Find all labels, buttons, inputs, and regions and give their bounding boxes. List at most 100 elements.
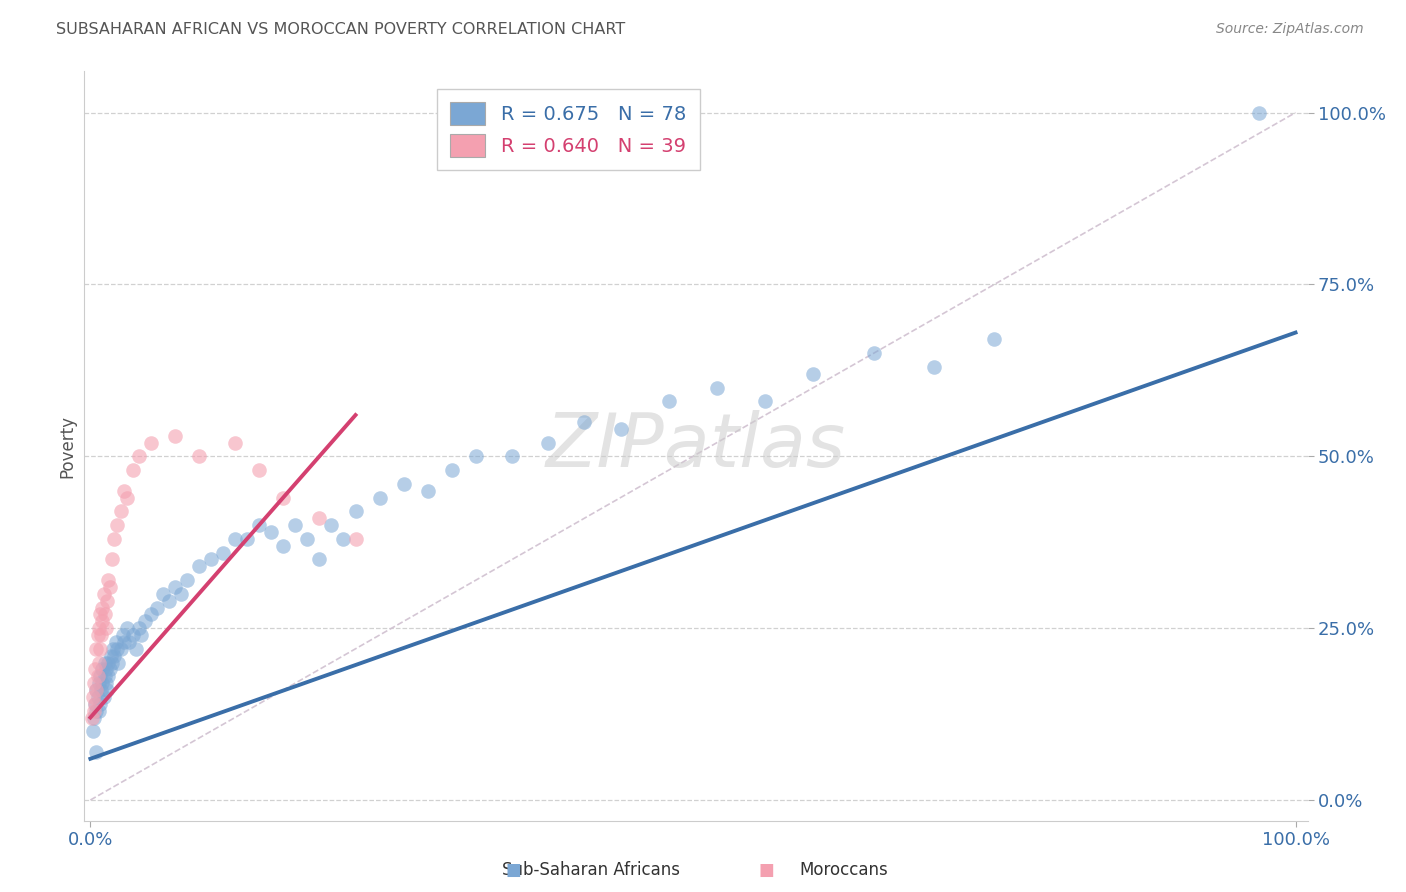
Point: [103, 648, 125, 663]
Point: [94, 656, 117, 670]
Point: [86, 683, 108, 698]
Point: [98, 662, 121, 676]
Point: [101, 656, 124, 670]
Point: [87, 704, 110, 718]
Point: [105, 518, 128, 533]
Point: [321, 518, 343, 533]
Point: [118, 635, 141, 649]
Point: [100, 648, 122, 663]
Point: [89, 669, 111, 683]
Point: [308, 511, 330, 525]
Point: [83, 710, 105, 724]
Point: [87, 656, 110, 670]
Point: [84, 697, 107, 711]
Point: [110, 504, 132, 518]
Point: [97, 669, 120, 683]
Point: [94, 607, 117, 622]
Point: [86, 628, 108, 642]
Point: [247, 463, 270, 477]
Point: [271, 539, 294, 553]
Point: [96, 683, 118, 698]
Point: [87, 676, 110, 690]
Point: [247, 518, 270, 533]
Point: [90, 628, 112, 642]
Point: [110, 641, 132, 656]
Point: [706, 380, 728, 394]
Text: ■: ■: [505, 861, 522, 879]
Point: [91, 600, 114, 615]
Point: [112, 635, 135, 649]
Point: [574, 415, 596, 429]
Point: [145, 600, 167, 615]
Y-axis label: Poverty: Poverty: [58, 415, 76, 477]
Point: [89, 697, 111, 711]
Point: [134, 615, 156, 629]
Point: [392, 476, 415, 491]
Point: [163, 428, 186, 442]
Text: ■: ■: [758, 861, 775, 879]
Point: [260, 524, 283, 539]
Point: [91, 676, 114, 690]
Point: [83, 676, 105, 690]
Text: SUBSAHARAN AFRICAN VS MOROCCAN POVERTY CORRELATION CHART: SUBSAHARAN AFRICAN VS MOROCCAN POVERTY C…: [56, 22, 626, 37]
Point: [86, 683, 108, 698]
Point: [90, 683, 112, 698]
Point: [501, 450, 523, 464]
Point: [163, 580, 186, 594]
Point: [440, 463, 463, 477]
Point: [105, 641, 128, 656]
Point: [86, 641, 108, 656]
Text: ZIPatlas: ZIPatlas: [546, 410, 846, 482]
Text: Sub-Saharan Africans: Sub-Saharan Africans: [502, 861, 679, 879]
Text: Source: ZipAtlas.com: Source: ZipAtlas.com: [1216, 22, 1364, 37]
Point: [128, 621, 150, 635]
Point: [187, 450, 209, 464]
Point: [236, 532, 259, 546]
Point: [82, 690, 104, 704]
Point: [94, 676, 117, 690]
Point: [157, 593, 180, 607]
Point: [89, 641, 111, 656]
Point: [80, 710, 103, 724]
Point: [344, 504, 367, 518]
Point: [465, 450, 488, 464]
Point: [83, 704, 105, 718]
Point: [86, 745, 108, 759]
Point: [200, 552, 222, 566]
Point: [922, 359, 945, 374]
Point: [97, 656, 120, 670]
Point: [121, 463, 143, 477]
Point: [271, 491, 294, 505]
Point: [212, 545, 235, 559]
Point: [862, 346, 884, 360]
Point: [224, 435, 246, 450]
Point: [537, 435, 560, 450]
Point: [115, 491, 138, 505]
Point: [658, 394, 681, 409]
Point: [139, 435, 162, 450]
Point: [187, 559, 209, 574]
Point: [86, 690, 108, 704]
Point: [84, 662, 107, 676]
Text: Moroccans: Moroccans: [799, 861, 889, 879]
Point: [983, 333, 1005, 347]
Point: [344, 532, 367, 546]
Point: [139, 607, 162, 622]
Point: [96, 593, 118, 607]
Point: [91, 615, 114, 629]
Point: [112, 483, 135, 498]
Point: [97, 573, 120, 587]
Point: [103, 641, 125, 656]
Legend: R = 0.675   N = 78, R = 0.640   N = 39: R = 0.675 N = 78, R = 0.640 N = 39: [437, 88, 700, 170]
Point: [104, 635, 127, 649]
Point: [84, 697, 107, 711]
Point: [121, 628, 143, 642]
Point: [93, 587, 115, 601]
Point: [152, 587, 174, 601]
Point: [332, 532, 354, 546]
Point: [98, 580, 121, 594]
Point: [609, 422, 631, 436]
Point: [1249, 105, 1271, 120]
Point: [128, 450, 150, 464]
Point: [125, 641, 148, 656]
